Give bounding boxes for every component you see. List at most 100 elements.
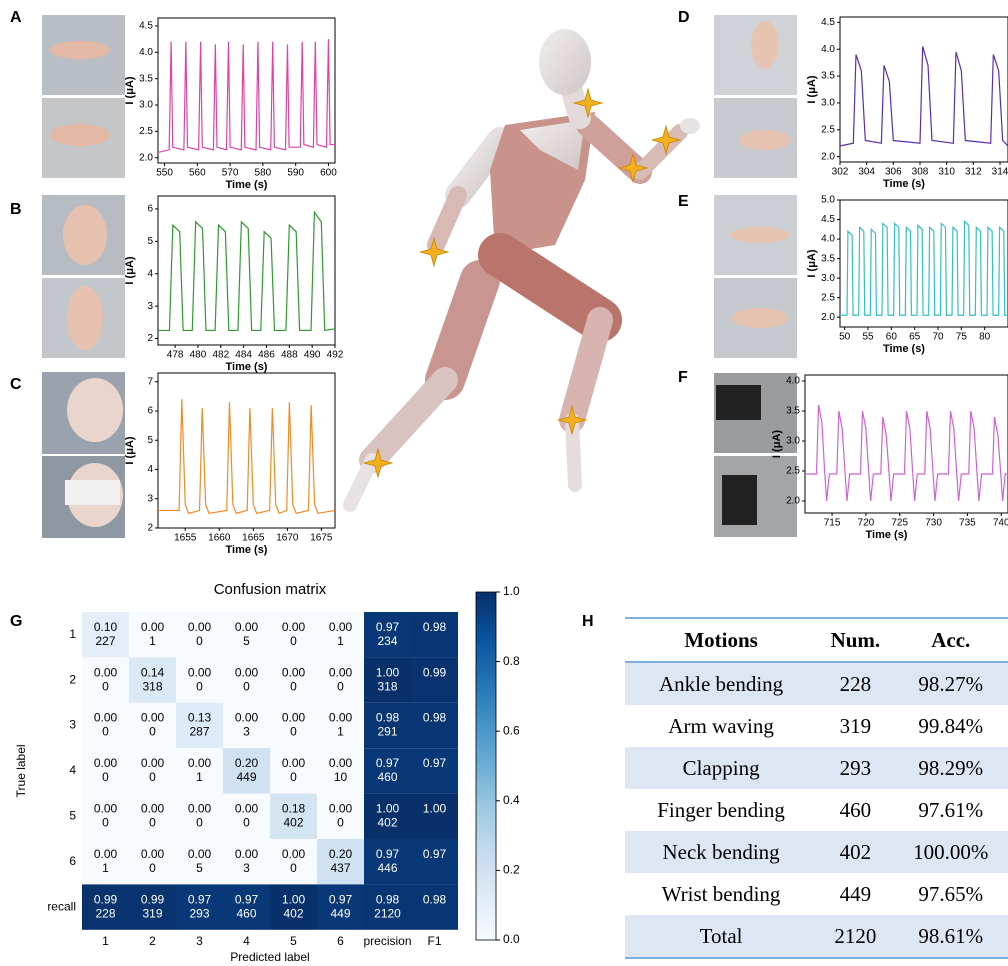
- y-tick-label: 2.5: [786, 466, 800, 477]
- x-tick-label: 600: [320, 168, 337, 179]
- cell-value: 0.14: [141, 665, 165, 679]
- hand: [680, 118, 700, 134]
- cell-value: 0.00: [329, 756, 353, 770]
- cell-value: 234: [377, 634, 397, 648]
- cell-value: 0.99: [141, 892, 165, 906]
- y-tick-label: 2: [147, 333, 153, 344]
- cell-value: 0.00: [282, 756, 306, 770]
- cell-value: 0.99: [423, 665, 447, 679]
- y-tick-label: 3.5: [786, 406, 800, 417]
- photo-arm: [732, 308, 788, 328]
- cell-value: 0.00: [94, 711, 118, 725]
- table-cell: 402: [817, 831, 893, 873]
- table-cell: Clapping: [625, 747, 817, 789]
- cell-value: 0.97: [376, 756, 400, 770]
- cell-value: 0: [149, 770, 156, 784]
- y-tick-label: 5.0: [821, 195, 835, 206]
- cell-value: 0.97: [188, 892, 212, 906]
- table-row: Finger bending46097.61%: [625, 789, 1008, 831]
- cell-value: 0.00: [94, 756, 118, 770]
- cell-value: 3: [243, 725, 250, 739]
- cell-value: 0: [243, 815, 250, 829]
- x-tick-label: 60: [886, 332, 898, 343]
- cell-value: 319: [142, 906, 162, 920]
- cell-value: 449: [330, 906, 350, 920]
- table-cell: 293: [817, 747, 893, 789]
- y-tick-label: 2.0: [139, 152, 153, 163]
- cell-value: 0.00: [141, 847, 165, 861]
- cell-value: 0.00: [94, 847, 118, 861]
- cell-value: 449: [236, 770, 256, 784]
- x-tick-label: 735: [959, 518, 976, 529]
- plot-frame: [805, 375, 1008, 513]
- cell-value: 0.98: [376, 711, 400, 725]
- y-tick-label: 2: [147, 523, 153, 534]
- cell-value: 1.00: [376, 665, 400, 679]
- matrix-cell: [411, 748, 458, 793]
- x-tick-label: 725: [891, 518, 908, 529]
- arm: [436, 195, 458, 245]
- cell-value: 0.18: [282, 801, 306, 815]
- cell-value: 1: [196, 770, 203, 784]
- cell-value: 1: [102, 861, 109, 875]
- x-tick-label: 490: [304, 350, 321, 361]
- x-tick-label: 560: [189, 168, 206, 179]
- y-tick-label: 3.0: [821, 273, 835, 284]
- cell-value: 318: [377, 679, 397, 693]
- x-axis-label: Time (s): [883, 178, 925, 190]
- cell-value: 0.98: [376, 892, 400, 906]
- y-tick-label: 3.5: [821, 71, 835, 82]
- cell-value: 0: [102, 815, 109, 829]
- col-label: 1: [102, 934, 109, 948]
- signal-line: [158, 212, 335, 330]
- photos: [42, 15, 797, 538]
- x-tick-label: 730: [925, 518, 942, 529]
- cell-value: 1: [337, 634, 344, 648]
- cell-value: 0.00: [94, 801, 118, 815]
- matrix-cell: [411, 794, 458, 839]
- row-label: 6: [69, 854, 76, 868]
- table-cell: 2120: [817, 915, 893, 958]
- y-axis-label: I (μA): [806, 249, 818, 277]
- y-tick-label: 2.5: [139, 126, 153, 137]
- x-tick-label: 570: [222, 168, 239, 179]
- cell-value: 0.98: [423, 620, 447, 634]
- cell-value: 0.00: [188, 665, 212, 679]
- x-tick-label: 550: [156, 168, 173, 179]
- cell-value: 402: [377, 815, 397, 829]
- y-tick-label: 3: [147, 493, 153, 504]
- photo-arm: [730, 227, 790, 243]
- cell-value: 5: [196, 861, 203, 875]
- cell-value: 437: [330, 861, 350, 875]
- photo-mask: [65, 480, 120, 505]
- y-tick-label: 5: [147, 236, 153, 247]
- signal-line: [158, 399, 335, 513]
- cell-value: 460: [236, 906, 256, 920]
- x-tick-label: 312: [965, 167, 982, 178]
- y-tick-label: 2.0: [786, 496, 800, 507]
- cell-value: 0.00: [141, 801, 165, 815]
- cell-value: 0.97: [329, 892, 353, 906]
- x-tick-label: 75: [956, 332, 968, 343]
- y-axis-label: I (μA): [124, 436, 136, 464]
- cell-value: 228: [95, 906, 115, 920]
- table-cell: Neck bending: [625, 831, 817, 873]
- photo-arm: [739, 130, 791, 150]
- y-tick-label: 4.5: [139, 21, 153, 32]
- x-tick-label: 310: [938, 167, 955, 178]
- col-label: 3: [196, 934, 203, 948]
- cell-value: 0.00: [235, 620, 259, 634]
- y-tick-label: 3: [147, 301, 153, 312]
- y-tick-label: 2.5: [821, 292, 835, 303]
- figure: A5505605705805906002.02.53.03.54.04.5Tim…: [0, 0, 1008, 966]
- cell-value: 0: [290, 770, 297, 784]
- cell-value: 0.00: [282, 847, 306, 861]
- cell-value: 0: [102, 770, 109, 784]
- y-tick-label: 6: [147, 204, 153, 215]
- cell-value: 0.00: [329, 665, 353, 679]
- cell-value: 446: [377, 861, 397, 875]
- x-tick-label: 65: [909, 332, 921, 343]
- cell-value: 402: [283, 906, 303, 920]
- x-tick-label: 478: [167, 350, 184, 361]
